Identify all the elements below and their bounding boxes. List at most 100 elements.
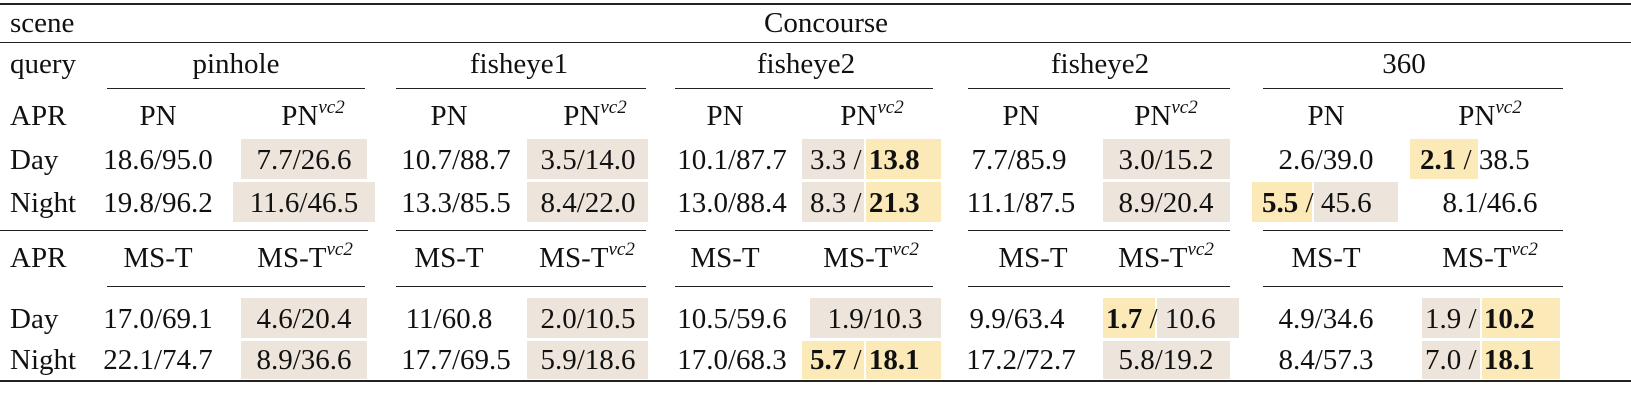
method-pnvc-5: PNvc2 bbox=[1458, 97, 1522, 132]
cell-mst-day-fisheye1-vc: 2.0/10.5 bbox=[540, 303, 636, 335]
cell-pn-night-fisheye2a-vc: 8.3 / 21.3 bbox=[810, 187, 920, 219]
method-mst-2: MS-T bbox=[414, 242, 484, 274]
shade-mst-night-5a bbox=[1422, 341, 1480, 379]
cell-mst-day-fisheye2a-vc: 1.9/10.3 bbox=[827, 303, 923, 335]
cell-pn-night-pinhole-pn: 19.8/96.2 bbox=[103, 187, 213, 219]
mst-header-underline-4 bbox=[968, 286, 1230, 287]
cell-pn-day-fisheye2b-pn: 7.7/85.9 bbox=[971, 144, 1067, 176]
gold-mst-night-3b bbox=[866, 341, 941, 379]
gold-mst-day-5b bbox=[1482, 298, 1560, 338]
gold-pn-day-5a bbox=[1410, 139, 1478, 179]
query-underline-fisheye1 bbox=[396, 88, 646, 89]
shade-pn-day-4 bbox=[1103, 139, 1230, 179]
query-label: query bbox=[10, 48, 77, 80]
cell-mst-day-fisheye2a-mst: 10.5/59.6 bbox=[677, 303, 787, 335]
cell-pn-night-fisheye2a-pn: 13.0/88.4 bbox=[677, 187, 787, 219]
query-underline-fisheye2a bbox=[675, 88, 933, 89]
method-mstvc-1: MS-Tvc2 bbox=[257, 239, 353, 274]
gold-pn-night-3b bbox=[866, 182, 941, 222]
query-fisheye1: fisheye1 bbox=[469, 48, 569, 80]
gold-mst-night-3a bbox=[802, 341, 864, 379]
gold-pn-day-3b bbox=[866, 139, 941, 179]
scene-label: scene bbox=[10, 7, 75, 39]
shade-pn-night-3a bbox=[802, 182, 864, 222]
cell-pn-day-fisheye2a-pn: 10.1/87.7 bbox=[677, 144, 787, 176]
cell-mst-night-360-mst: 8.4/57.3 bbox=[1278, 344, 1374, 376]
shade-mst-night-1 bbox=[241, 341, 367, 379]
method-pnvc-4: PNvc2 bbox=[1134, 97, 1198, 132]
cell-mst-night-360-vc: 7.0 / 18.1 bbox=[1425, 344, 1535, 376]
pn-block-rule-5 bbox=[1263, 230, 1563, 231]
cell-mst-day-360-mst: 4.9/34.6 bbox=[1278, 303, 1374, 335]
apr-label-pn: APR bbox=[10, 100, 67, 132]
method-mstvc-2: MS-Tvc2 bbox=[539, 239, 635, 274]
cell-pn-day-pinhole-vc: 7.7/26.6 bbox=[256, 144, 352, 176]
scene-value: Concourse bbox=[763, 7, 889, 39]
query-fisheye2b: fisheye2 bbox=[1050, 48, 1150, 80]
shade-mst-night-2 bbox=[527, 341, 648, 379]
bottom-rule bbox=[0, 380, 1631, 382]
method-mstvc-5: MS-Tvc2 bbox=[1442, 239, 1538, 274]
row-label-night-mst: Night bbox=[10, 344, 77, 376]
pn-block-rule-2 bbox=[396, 230, 646, 231]
cell-pn-night-fisheye2b-pn: 11.1/87.5 bbox=[966, 187, 1076, 219]
cell-mst-day-fisheye2b-mst: 9.9/63.4 bbox=[969, 303, 1065, 335]
row-label-night: Night bbox=[10, 187, 77, 219]
cell-mst-night-fisheye2b-mst: 17.2/72.7 bbox=[966, 344, 1076, 376]
pn-block-rule-4 bbox=[968, 230, 1230, 231]
cell-mst-night-fisheye1-mst: 17.7/69.5 bbox=[401, 344, 511, 376]
shade-pn-day-2 bbox=[527, 139, 648, 179]
method-pn-3: PN bbox=[706, 100, 744, 132]
shade-mst-day-5a bbox=[1422, 298, 1480, 338]
shade-pn-night-1 bbox=[233, 182, 375, 222]
method-pnvc-1: PNvc2 bbox=[281, 97, 345, 132]
mst-header-underline-1 bbox=[107, 286, 365, 287]
cell-pn-night-360-pn: 5.5 / 45.6 bbox=[1262, 187, 1372, 219]
method-pnvc-2: PNvc2 bbox=[563, 97, 627, 132]
method-pnvc-3: PNvc2 bbox=[840, 97, 904, 132]
gold-mst-day-4a bbox=[1103, 298, 1155, 338]
cell-pn-day-pinhole-pn: 18.6/95.0 bbox=[103, 144, 213, 176]
cell-pn-day-fisheye1-vc: 3.5/14.0 bbox=[540, 144, 636, 176]
method-mst-3: MS-T bbox=[690, 242, 760, 274]
query-underline-fisheye2b bbox=[968, 88, 1230, 89]
gold-mst-night-5b bbox=[1482, 341, 1560, 379]
query-360: 360 bbox=[1382, 48, 1426, 80]
cell-mst-day-pinhole-vc: 4.6/20.4 bbox=[256, 303, 352, 335]
method-pn-5: PN bbox=[1307, 100, 1345, 132]
cell-pn-day-360-pn: 2.6/39.0 bbox=[1278, 144, 1374, 176]
cell-pn-day-fisheye2b-vc: 3.0/15.2 bbox=[1118, 144, 1214, 176]
cell-pn-night-fisheye1-vc: 8.4/22.0 bbox=[540, 187, 636, 219]
top-rule bbox=[0, 3, 1631, 5]
cell-mst-day-pinhole-mst: 17.0/69.1 bbox=[103, 303, 213, 335]
cell-mst-night-pinhole-vc: 8.9/36.6 bbox=[256, 344, 352, 376]
cell-mst-night-fisheye1-vc: 5.9/18.6 bbox=[540, 344, 636, 376]
pn-block-rule-3 bbox=[675, 230, 933, 231]
shade-mst-day-3 bbox=[810, 298, 941, 338]
cell-pn-night-fisheye1-pn: 13.3/85.5 bbox=[401, 187, 511, 219]
cell-mst-day-fisheye2b-vc: 1.7 / 10.6 bbox=[1106, 303, 1216, 335]
cell-pn-day-fisheye2a-vc: 3.3 / 13.8 bbox=[810, 144, 920, 176]
cell-mst-night-fisheye2b-vc: 5.8/19.2 bbox=[1118, 344, 1214, 376]
shade-pn-night-5b bbox=[1314, 182, 1398, 222]
shade-mst-day-4b bbox=[1157, 298, 1239, 338]
cell-pn-day-360-vc: 2.1 / 38.5 bbox=[1420, 144, 1530, 176]
shade-pn-night-2 bbox=[527, 182, 648, 222]
method-mst-4: MS-T bbox=[998, 242, 1068, 274]
cell-mst-night-pinhole-mst: 22.1/74.7 bbox=[103, 344, 213, 376]
method-pn-4: PN bbox=[1002, 100, 1040, 132]
pn-block-rule-1 bbox=[0, 230, 368, 231]
method-pn-1: PN bbox=[139, 100, 177, 132]
shade-mst-day-1 bbox=[241, 298, 367, 338]
shade-pn-day-3a bbox=[802, 139, 864, 179]
scene-rule bbox=[0, 42, 1631, 43]
query-pinhole: pinhole bbox=[192, 48, 280, 80]
method-mstvc-3: MS-Tvc2 bbox=[823, 239, 919, 274]
query-underline-360 bbox=[1263, 88, 1563, 89]
cell-mst-day-fisheye1-mst: 11/60.8 bbox=[405, 303, 493, 335]
row-label-day: Day bbox=[10, 144, 59, 176]
mst-header-underline-3 bbox=[675, 286, 933, 287]
method-mst-5: MS-T bbox=[1291, 242, 1361, 274]
method-pn-2: PN bbox=[430, 100, 468, 132]
row-label-day-mst: Day bbox=[10, 303, 59, 335]
